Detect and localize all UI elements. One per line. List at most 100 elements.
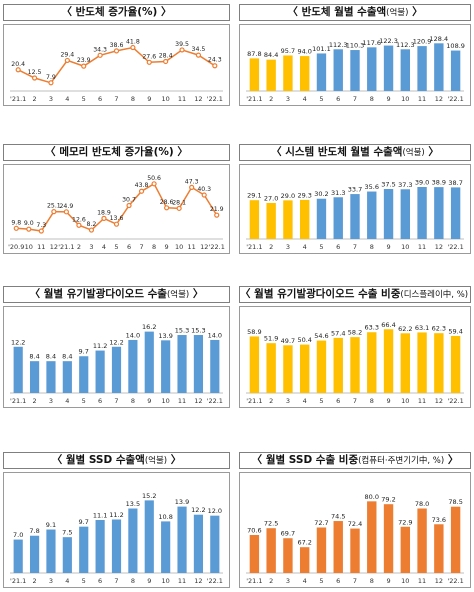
plot-area: '21.1 2 3 4 5 6 7 8 9 10 11 12 '22.1 87.8 84.4 95.7 94.0… bbox=[239, 24, 471, 106]
data-point bbox=[64, 57, 70, 64]
data-point bbox=[138, 188, 145, 194]
data-label: 11.2 bbox=[109, 511, 123, 519]
data-point bbox=[113, 48, 120, 54]
x-tick-label: 2 bbox=[269, 243, 273, 251]
data-label: 35.6 bbox=[365, 183, 379, 191]
data-label: 25.1 bbox=[47, 203, 61, 210]
data-label: 20.4 bbox=[11, 61, 25, 68]
data-label: 12.2 bbox=[109, 338, 123, 346]
bar bbox=[266, 203, 276, 239]
x-tick-label: 12 bbox=[194, 397, 202, 405]
x-tick-label: '22.1 bbox=[207, 397, 223, 405]
bar bbox=[13, 346, 23, 393]
x-tick-label: 3 bbox=[89, 243, 93, 251]
bar bbox=[450, 506, 461, 573]
x-tick-label: 6 bbox=[98, 95, 102, 103]
data-label: 29.0 bbox=[281, 192, 295, 200]
data-label: 39.5 bbox=[175, 41, 189, 48]
data-label: 73.6 bbox=[432, 516, 446, 524]
chart-svg: '21.1 2 3 4 5 6 7 8 9 10 11 12 '22.1 87.8 84.495.7 94.0… bbox=[246, 35, 465, 103]
x-tick-label: 9 bbox=[147, 95, 151, 103]
bar bbox=[79, 526, 89, 573]
data-label: 7.5 bbox=[62, 529, 72, 537]
data-label: 87.8 bbox=[247, 50, 261, 58]
data-point bbox=[113, 221, 120, 227]
data-label: 16.2 bbox=[142, 323, 156, 331]
bar bbox=[144, 500, 154, 573]
data-label: 21.9 bbox=[210, 206, 224, 213]
bar bbox=[249, 336, 260, 393]
chart-title: 〈 월별 유기발광다이오드 수출(억불) 〉 bbox=[3, 286, 230, 303]
bar bbox=[316, 340, 327, 393]
bar bbox=[434, 187, 444, 239]
data-label: 63.1 bbox=[415, 324, 429, 332]
x-tick-label: '21.1 bbox=[10, 397, 26, 405]
data-label: 24.3 bbox=[208, 57, 222, 64]
x-tick-label: 10 bbox=[401, 95, 409, 103]
x-tick-label: '21.1 bbox=[246, 397, 262, 405]
data-point bbox=[126, 202, 132, 209]
data-label: 34.5 bbox=[192, 46, 206, 53]
x-tick-label: 3 bbox=[49, 397, 53, 405]
bar bbox=[144, 331, 154, 393]
x-tick-label: 12 bbox=[435, 577, 443, 585]
data-label: 8.2 bbox=[87, 221, 97, 228]
bar bbox=[333, 49, 343, 91]
bar bbox=[95, 519, 105, 573]
x-tick-label: 5 bbox=[319, 95, 323, 103]
data-label: 58.2 bbox=[348, 329, 362, 337]
x-tick-label: 7 bbox=[353, 577, 357, 585]
bar bbox=[193, 514, 204, 573]
bar bbox=[400, 526, 411, 573]
x-tick-label: 10 bbox=[401, 397, 409, 405]
data-label: 40.3 bbox=[197, 186, 211, 193]
bar bbox=[299, 56, 310, 91]
x-tick-label: 9 bbox=[386, 243, 390, 251]
bar bbox=[161, 521, 171, 573]
bar bbox=[210, 515, 220, 573]
bar bbox=[29, 535, 40, 573]
x-tick-label: 6 bbox=[98, 397, 102, 405]
bar bbox=[316, 527, 327, 573]
x-tick-label: '21.1 bbox=[10, 95, 26, 103]
data-point bbox=[214, 212, 220, 218]
data-point bbox=[146, 59, 152, 65]
x-tick-label: 7 bbox=[353, 397, 357, 405]
x-tick-label: 2 bbox=[33, 95, 37, 103]
bar bbox=[316, 198, 327, 239]
chart-svg: '20.9 10 11 12'21.1 2 3 4 5 6 7 8 9 10 11 12'22.19.8 9.… bbox=[8, 175, 225, 251]
bar bbox=[367, 47, 377, 91]
data-label: 9.7 bbox=[79, 348, 89, 356]
x-tick-label: '21.1 bbox=[246, 577, 262, 585]
x-tick-label: '22.1 bbox=[447, 577, 463, 585]
data-label: 54.6 bbox=[314, 332, 328, 340]
x-tick-label: 11 bbox=[418, 397, 426, 405]
data-point bbox=[179, 47, 185, 53]
data-label: 63.3 bbox=[365, 324, 379, 332]
x-tick-label: 5 bbox=[82, 95, 86, 103]
x-tick-label: 2 bbox=[77, 243, 81, 251]
x-tick-label: 2 bbox=[269, 397, 273, 405]
x-tick-label: '22.1 bbox=[447, 397, 463, 405]
data-label: 15.2 bbox=[142, 492, 156, 500]
data-label: 120.9 bbox=[413, 38, 432, 46]
data-label: 9.0 bbox=[24, 220, 34, 227]
data-label: 66.4 bbox=[381, 321, 395, 329]
data-label: 15.3 bbox=[191, 327, 205, 335]
chart-svg: '21.1 2 3 4 5 6 7 8 9 10 11 12'22.120.412.57.929.42… bbox=[10, 39, 223, 103]
data-label: 38.9 bbox=[432, 179, 446, 187]
data-label: 29.1 bbox=[247, 192, 261, 200]
data-label: 117.6 bbox=[362, 39, 381, 47]
plot-area: '21.1 2 3 4 5 6 7 8 9 10 11 12'22.1 20.4 12.5 7.9 29.4 2… bbox=[3, 24, 230, 106]
x-tick-label: 6 bbox=[127, 243, 131, 251]
data-point bbox=[189, 184, 195, 190]
data-label: 122.3 bbox=[379, 37, 398, 45]
data-point bbox=[31, 75, 38, 81]
data-label: 112.3 bbox=[329, 41, 348, 49]
x-tick-label: 4 bbox=[303, 243, 307, 251]
bar bbox=[383, 189, 394, 239]
data-label: 62.3 bbox=[432, 325, 446, 333]
bar bbox=[299, 344, 310, 393]
data-label: 27.0 bbox=[264, 195, 278, 203]
x-tick-label: 11 bbox=[178, 95, 186, 103]
